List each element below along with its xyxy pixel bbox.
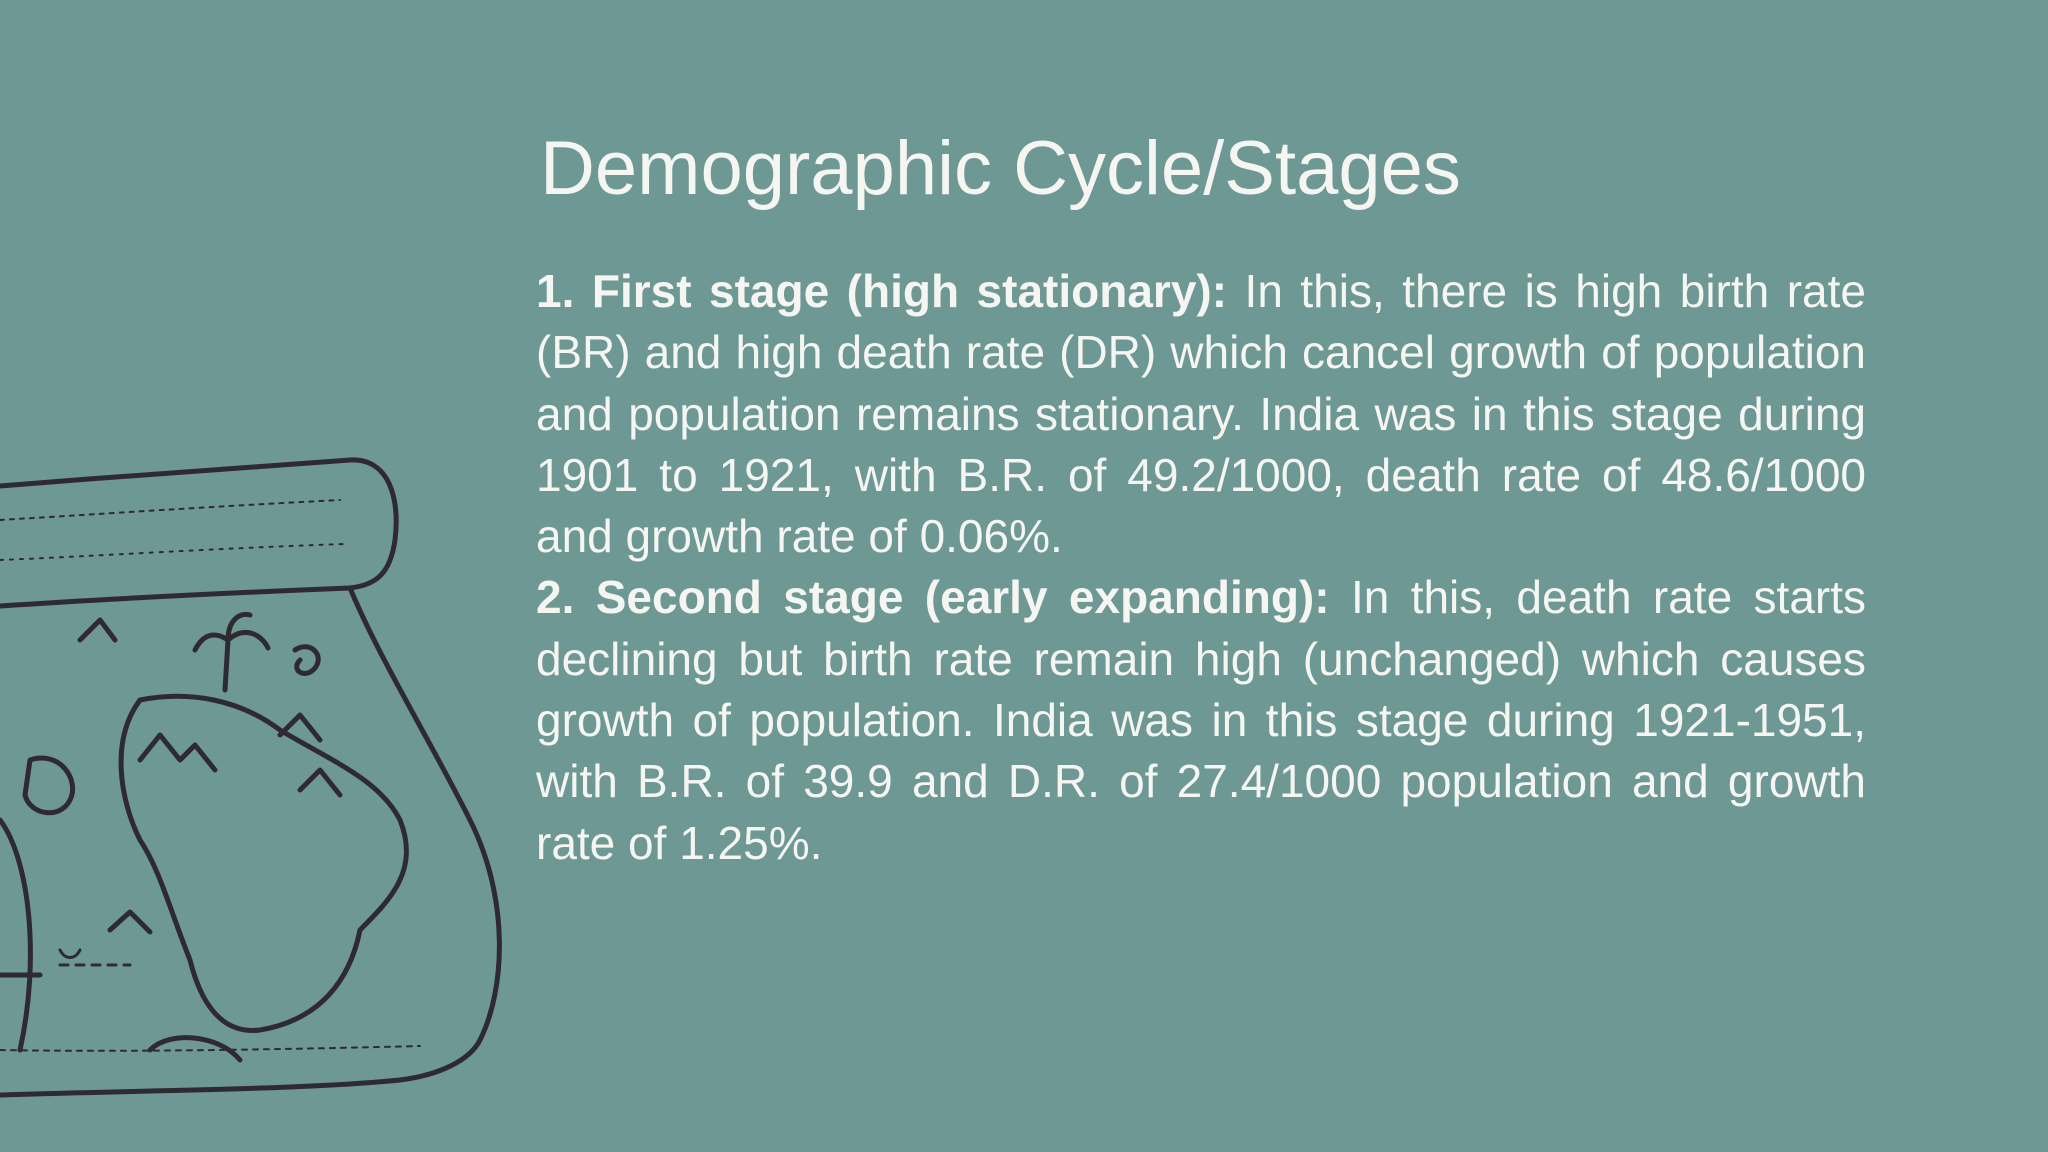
slide-body: 1. First stage (high stationary): In thi…: [536, 261, 1866, 874]
island: [22, 755, 76, 816]
stage-heading: 1. First stage (high stationary):: [536, 265, 1228, 317]
mountains: [77, 617, 343, 935]
wave: [58, 948, 82, 959]
stage-paragraph: 1. First stage (high stationary): In thi…: [536, 261, 1866, 567]
swirl: [292, 644, 321, 676]
stage-paragraph: 2. Second stage (early expanding): In th…: [536, 567, 1866, 873]
palm-tree: [192, 611, 271, 693]
hatching: [0, 499, 341, 521]
stage-heading: 2. Second stage (early expanding):: [536, 571, 1330, 624]
hatching: [0, 543, 346, 561]
stage-text: In this, death rate starts declining but…: [536, 571, 1867, 869]
scroll-roll-left: [0, 817, 33, 1053]
hatching: [0, 1045, 421, 1052]
stage-text: In this, there is high birth rate (BR) a…: [536, 265, 1866, 563]
scroll-edge: [0, 585, 502, 1098]
land: [118, 693, 409, 1033]
scroll-map-illustration: [0, 457, 502, 1098]
slide-title: Demographic Cycle/Stages: [540, 126, 1461, 211]
island: [147, 1035, 243, 1063]
scroll-roll: [0, 457, 399, 609]
